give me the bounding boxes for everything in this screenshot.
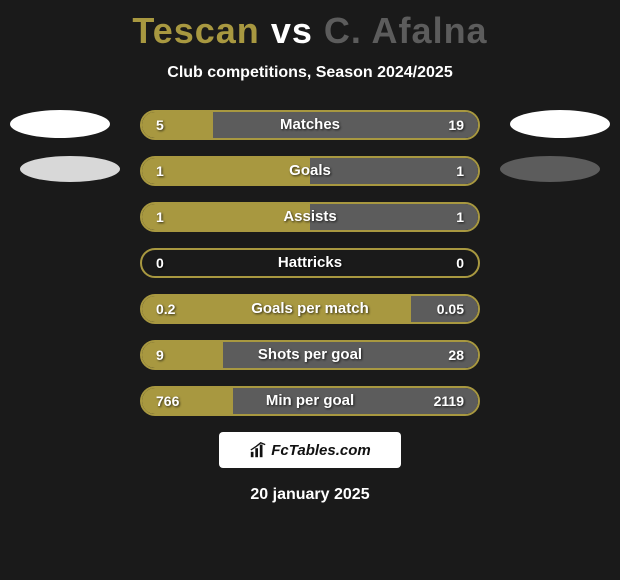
stat-row: Hattricks0 0 bbox=[140, 248, 480, 278]
stat-row: Min per goal766 2119 bbox=[140, 386, 480, 416]
stat-label: Matches bbox=[142, 112, 478, 138]
stat-row: Assists1 1 bbox=[140, 202, 480, 232]
stat-value-right: 1 bbox=[456, 204, 464, 230]
stat-value-right: 0.05 bbox=[437, 296, 464, 322]
stat-label: Assists bbox=[142, 204, 478, 230]
stat-row: Shots per goal9 28 bbox=[140, 340, 480, 370]
vs-text: vs bbox=[271, 10, 313, 51]
player2-name: C. Afalna bbox=[324, 10, 488, 51]
brand-text: FcTables.com bbox=[271, 442, 370, 459]
stat-value-right: 28 bbox=[448, 342, 464, 368]
chart-icon bbox=[249, 441, 267, 459]
player1-shape-1 bbox=[10, 110, 110, 138]
stat-label: Shots per goal bbox=[142, 342, 478, 368]
subtitle: Club competitions, Season 2024/2025 bbox=[0, 64, 620, 82]
player2-shape-1 bbox=[510, 110, 610, 138]
stat-value-right: 1 bbox=[456, 158, 464, 184]
stat-value-left: 5 bbox=[156, 112, 164, 138]
stat-value-left: 0 bbox=[156, 250, 164, 276]
stat-row: Goals per match0.2 0.05 bbox=[140, 294, 480, 324]
stat-bars-container: Matches519Goals11Assists11Hattricks00Goa… bbox=[140, 110, 480, 416]
stat-row: Goals1 1 bbox=[140, 156, 480, 186]
stat-label: Goals per match bbox=[142, 296, 478, 322]
comparison-area: Matches519Goals11Assists11Hattricks00Goa… bbox=[0, 110, 620, 416]
player1-name: Tescan bbox=[132, 10, 259, 51]
stat-value-left: 0.2 bbox=[156, 296, 175, 322]
player1-shape-2 bbox=[20, 156, 120, 182]
comparison-title: Tescan vs C. Afalna bbox=[0, 0, 620, 52]
stat-label: Min per goal bbox=[142, 388, 478, 414]
stat-label: Hattricks bbox=[142, 250, 478, 276]
stat-label: Goals bbox=[142, 158, 478, 184]
stat-value-left: 9 bbox=[156, 342, 164, 368]
footer-date: 20 january 2025 bbox=[0, 486, 620, 504]
brand-box: FcTables.com bbox=[219, 432, 401, 468]
stat-value-left: 766 bbox=[156, 388, 179, 414]
stat-value-right: 0 bbox=[456, 250, 464, 276]
stat-value-left: 1 bbox=[156, 204, 164, 230]
player2-shape-2 bbox=[500, 156, 600, 182]
stat-row: Matches5 19 bbox=[140, 110, 480, 140]
stat-value-right: 19 bbox=[448, 112, 464, 138]
stat-value-left: 1 bbox=[156, 158, 164, 184]
stat-value-right: 2119 bbox=[434, 388, 464, 414]
